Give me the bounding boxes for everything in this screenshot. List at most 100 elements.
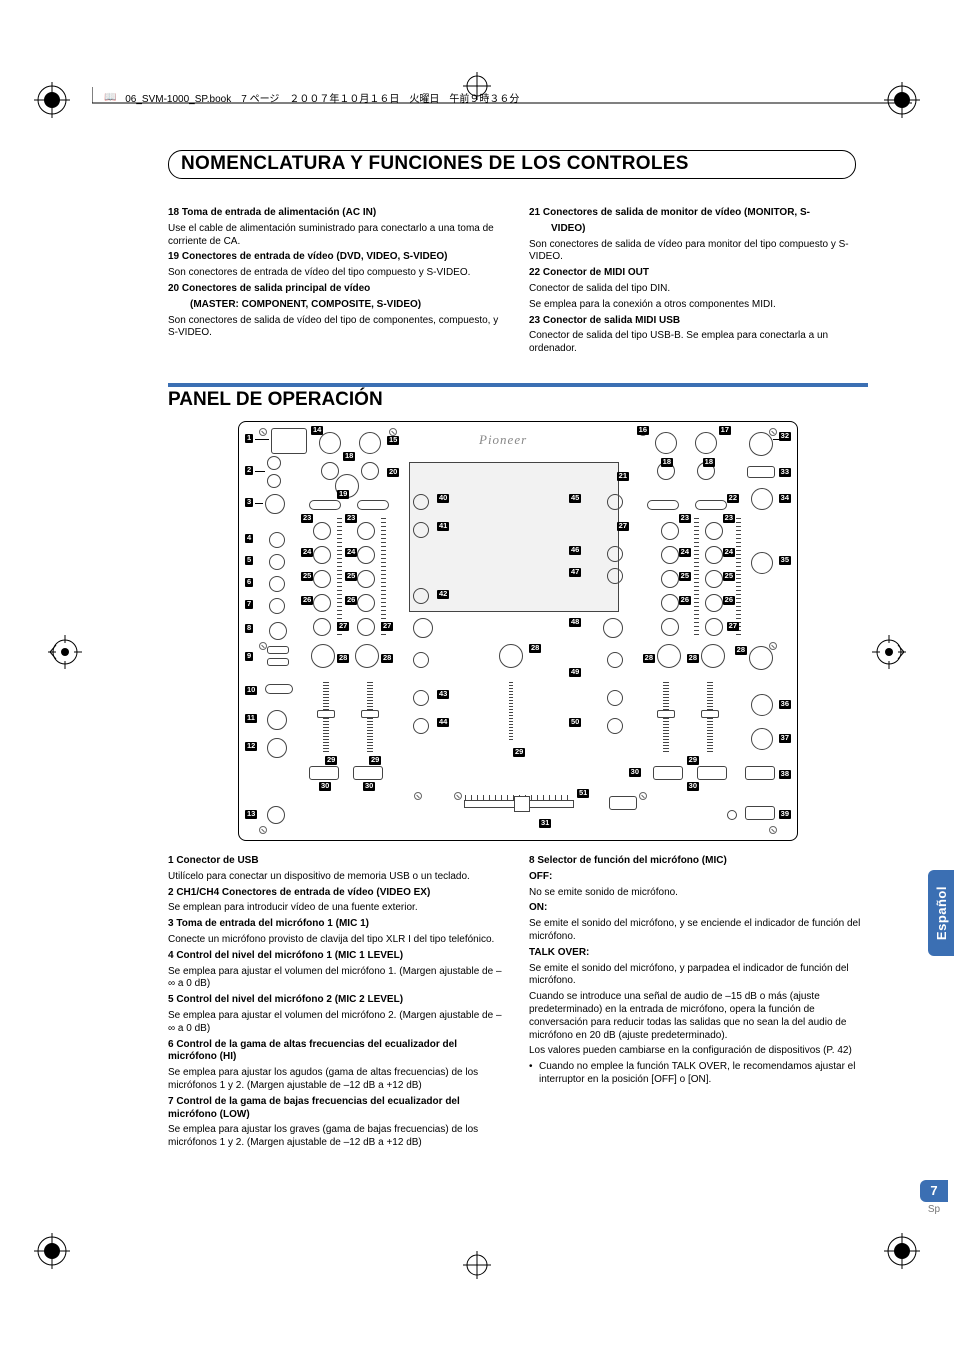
diagram-usb-block: [271, 428, 307, 454]
diagram-leader: [255, 503, 263, 504]
diagram-assign-btn: [697, 766, 727, 780]
callout-44: 44: [437, 718, 449, 727]
callout-18: 18: [343, 452, 355, 461]
callout-43: 43: [437, 690, 449, 699]
diagram-center-encoder: [607, 546, 623, 562]
desc-6: Se emplea para ajustar los agudos (gama …: [168, 1067, 507, 1093]
diagram-center-encoder: [413, 690, 429, 706]
diagram-center-encoder: [413, 522, 429, 538]
diagram-knob: [751, 488, 773, 510]
desc-4: Se emplea para ajustar el volumen del mi…: [168, 966, 507, 992]
diagram-leader: [255, 439, 269, 440]
language-side-tab: Español: [928, 870, 954, 956]
desc-1: Utilícelo para conectar un dispositivo d…: [168, 871, 507, 884]
top-right-column: 21 Conectores de salida de monitor de ví…: [529, 207, 868, 359]
callout-30: 30: [319, 782, 331, 791]
callout-29d: 29: [687, 756, 699, 765]
diagram-leader: [773, 439, 781, 440]
callout-11: 11: [245, 714, 257, 723]
diagram-center-encoder: [607, 690, 623, 706]
diagram-big-encoder: [413, 618, 433, 638]
diagram-knob: [751, 552, 773, 574]
diagram-knob: [313, 570, 331, 588]
diagram-slot: [265, 684, 293, 694]
diagram-screw: [259, 642, 267, 650]
diagram-center-encoder: [607, 568, 623, 584]
talkover-bullet: Cuando no emplee la función TALK OVER, l…: [529, 1061, 868, 1087]
diagram-led-meter: [736, 518, 741, 638]
callout-51: 51: [577, 789, 589, 798]
desc-21: Son conectores de salida de vídeo para m…: [529, 239, 868, 265]
callout-38: 38: [779, 770, 791, 779]
diagram-knob: [269, 554, 285, 570]
registration-mark-top-left: [34, 82, 70, 118]
diagram-led-meter: [381, 518, 386, 638]
callout-24: 24: [301, 548, 313, 557]
callout-16: 16: [637, 426, 649, 435]
term-2: 2 CH1/CH4 Conectores de entrada de vídeo…: [168, 887, 507, 900]
diagram-xlr: [265, 494, 285, 514]
callout-25: 25: [301, 572, 313, 581]
diagram-jack: [267, 456, 281, 470]
diagram-center-cue: [499, 644, 523, 668]
desc-22a: Conector de salida del tipo DIN.: [529, 283, 868, 296]
callout-31: 31: [539, 819, 551, 828]
diagram-knob: [705, 594, 723, 612]
desc-5: Se emplea para ajustar el volumen del mi…: [168, 1010, 507, 1036]
term-4: 4 Control del nivel del micrófono 1 (MIC…: [168, 950, 507, 963]
diagram-xfader-cap: [514, 796, 530, 812]
diagram-master-fader: [509, 682, 513, 742]
callout-35: 35: [779, 556, 791, 565]
callout-5: 5: [245, 556, 253, 565]
diagram-screw: [259, 428, 267, 436]
term-20b: (MASTER: COMPONENT, COMPOSITE, S-VIDEO): [168, 299, 507, 312]
diagram-screw: [769, 826, 777, 834]
callout-6: 6: [245, 578, 253, 587]
diagram-switch: [267, 646, 289, 654]
diagram-button: [747, 466, 775, 478]
diagram-knob: [661, 618, 679, 636]
diagram-knob: [655, 432, 677, 454]
diagram-knob: [313, 618, 331, 636]
diagram-center-encoder: [607, 652, 623, 668]
callout-29b: 29: [369, 756, 381, 765]
diagram-button: [647, 500, 679, 510]
callout-18b: 18: [661, 458, 673, 467]
diagram-knob: [359, 432, 381, 454]
callout-49: 49: [569, 668, 581, 677]
diagram-knob: [357, 618, 375, 636]
callout-4: 4: [245, 534, 253, 543]
desc-18: Use el cable de alimentación suministrad…: [168, 223, 507, 249]
callout-23d: 23: [723, 514, 735, 523]
term-3: 3 Toma de entrada del micrófono 1 (MIC 1…: [168, 918, 507, 931]
diagram-screw: [769, 428, 777, 436]
diagram-screw: [454, 792, 462, 800]
diagram-knob: [321, 462, 339, 480]
diagram-fader-cap: [657, 710, 675, 718]
callout-9: 9: [245, 652, 253, 661]
term-19: 19 Conectores de entrada de vídeo (DVD, …: [168, 251, 507, 264]
diagram-knob: [695, 432, 717, 454]
callout-28f: 28: [735, 646, 747, 655]
callout-21: 21: [617, 472, 629, 481]
diagram-knob: [705, 618, 723, 636]
callout-24c: 24: [679, 548, 691, 557]
bottom-right-column: 8 Selector de función del micrófono (MIC…: [529, 855, 868, 1153]
callout-12: 12: [245, 742, 257, 751]
callout-47: 47: [569, 568, 581, 577]
diagram-knob: [269, 532, 285, 548]
callout-28b: 28: [381, 654, 393, 663]
diagram-jack: [267, 474, 281, 488]
registration-mark-bottom-left: [34, 1233, 70, 1269]
callout-48: 48: [569, 618, 581, 627]
diagram-switch: [267, 658, 289, 666]
diagram-knob: [361, 462, 379, 480]
diagram-cue-knob: [749, 646, 773, 670]
bottom-left-column: 1 Conector de USB Utilícelo para conecta…: [168, 855, 507, 1153]
callout-46: 46: [569, 546, 581, 555]
desc-3: Conecte un micrófono provisto de clavija…: [168, 934, 507, 947]
callout-26: 26: [301, 596, 313, 605]
diagram-knob: [267, 738, 287, 758]
callout-18c: 18: [703, 458, 715, 467]
on-heading: ON:: [529, 902, 868, 915]
